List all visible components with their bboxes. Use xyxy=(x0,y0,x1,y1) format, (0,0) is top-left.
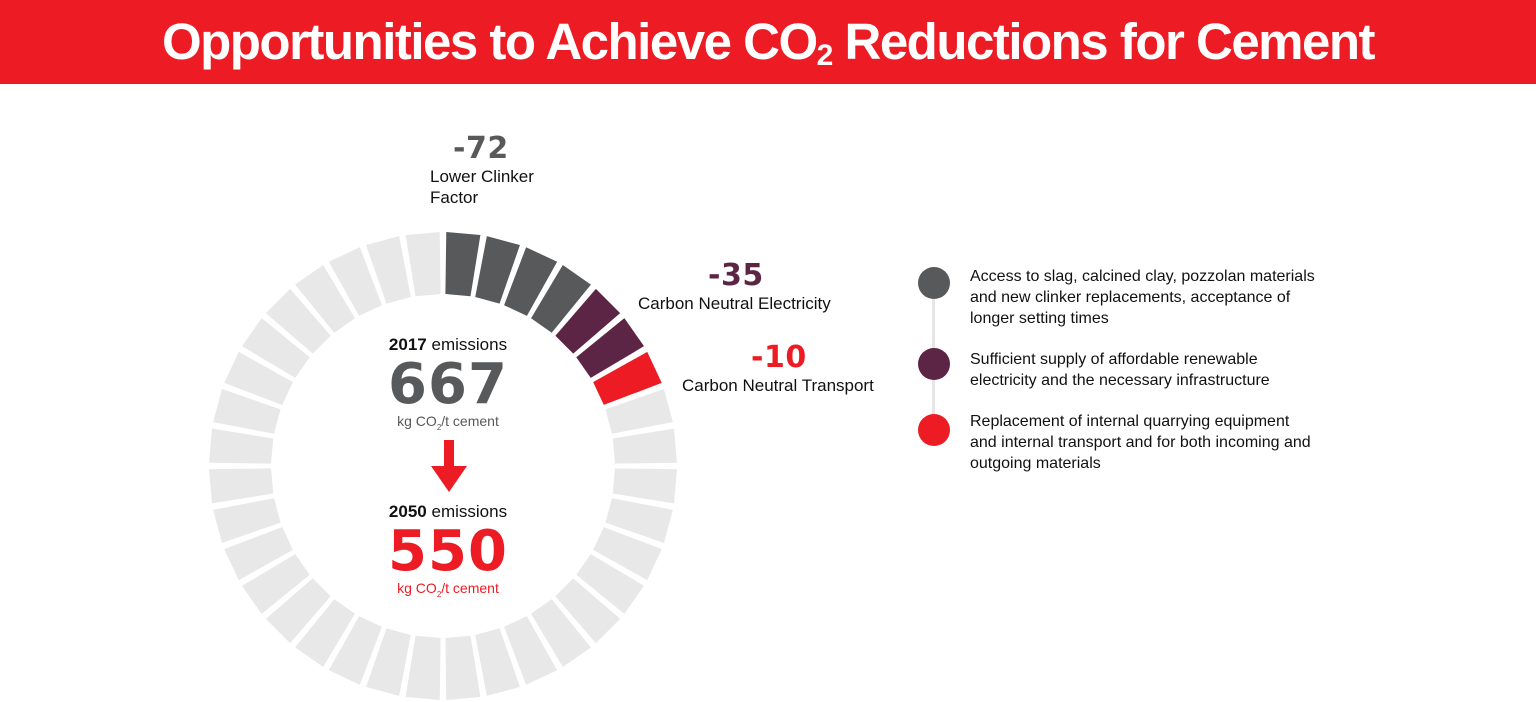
legend-text-transport: Replacement of internal quarrying equipm… xyxy=(970,411,1350,474)
legend-dot-clinker xyxy=(918,267,950,299)
legend-electricity-line1: Sufficient supply of affordable renewabl… xyxy=(970,351,1258,368)
ring-segment-empty xyxy=(576,554,644,614)
ring-segment-empty xyxy=(366,236,411,304)
ring-segment-empty xyxy=(445,635,481,700)
ring-segment-empty xyxy=(605,498,673,543)
callout-electricity: -35 xyxy=(708,261,764,291)
legend-transport-line3: outgoing materials xyxy=(970,455,1101,472)
callout-clinker-label-line2: Factor xyxy=(430,188,479,207)
legend-text-clinker: Access to slag, calcined clay, pozzolan … xyxy=(970,266,1350,329)
emissions-2050-unit: kg CO2/t cement xyxy=(397,580,499,599)
emissions-2050-heading: 2050 emissions xyxy=(348,502,548,522)
legend-electricity-line2: electricity and the necessary infrastruc… xyxy=(970,372,1270,389)
ring-segment-empty xyxy=(242,318,310,378)
callout-transport: -10 xyxy=(751,343,807,373)
emissions-2017-block: 2017 emissions 667 kg CO2/t cement xyxy=(348,335,548,436)
ring-segment-filled xyxy=(475,236,520,304)
emissions-2017-value: 667 xyxy=(388,352,508,417)
ring-segment-empty xyxy=(531,599,591,667)
ring-segment-empty xyxy=(224,527,293,581)
callout-transport-value: -10 xyxy=(751,340,807,375)
ring-segment-filled xyxy=(576,318,644,378)
ring-segment-empty xyxy=(213,498,281,543)
ring-segment-empty xyxy=(366,628,411,696)
ring-segment-empty xyxy=(612,428,677,464)
ring-segment-empty xyxy=(405,232,441,297)
ring-segment-empty xyxy=(405,635,441,700)
ring-segment-filled xyxy=(555,288,621,354)
legend-clinker-line1: Access to slag, calcined clay, pozzolan … xyxy=(970,268,1315,285)
ring-segment-filled xyxy=(445,232,481,297)
ring-segment-empty xyxy=(593,527,662,581)
down-arrow-icon xyxy=(431,440,467,492)
callout-clinker-label: Lower Clinker Factor xyxy=(430,166,534,208)
title-banner: Opportunities to Achieve CO2 Reductions … xyxy=(0,0,1536,84)
ring-segment-empty xyxy=(295,599,355,667)
ring-segment-empty xyxy=(295,265,355,333)
legend-transport-line1: Replacement of internal quarrying equipm… xyxy=(970,413,1290,430)
callout-transport-label: Carbon Neutral Transport xyxy=(682,375,874,396)
ring-segment-empty xyxy=(504,616,558,685)
ring-segment-empty xyxy=(209,428,274,464)
ring-segment-empty xyxy=(242,554,310,614)
page-title: Opportunities to Achieve CO2 Reductions … xyxy=(161,12,1376,72)
callout-electricity-label-line1: Carbon Neutral Electricity xyxy=(638,294,831,313)
legend-clinker-line2: and new clinker replacements, acceptance… xyxy=(970,289,1291,306)
ring-segment-empty xyxy=(209,468,274,504)
callout-electricity-label: Carbon Neutral Electricity xyxy=(638,293,831,314)
callout-clinker: -72 xyxy=(453,134,509,164)
callout-clinker-label-line1: Lower Clinker xyxy=(430,167,534,186)
ring-segment-empty xyxy=(605,389,673,434)
emissions-2050-block: 2050 emissions 550 kg CO2/t cement xyxy=(348,502,548,603)
emissions-2017-heading: 2017 emissions xyxy=(348,335,548,355)
ring-segment-filled xyxy=(504,247,558,316)
ring-segment-empty xyxy=(555,578,621,644)
legend-clinker-line3: longer setting times xyxy=(970,310,1109,327)
emissions-2017-label: emissions xyxy=(431,335,508,354)
emissions-2050-label: emissions xyxy=(431,502,508,521)
ring-segment-empty xyxy=(224,351,293,405)
ring-segment-empty xyxy=(328,616,382,685)
emissions-2017-unit: kg CO2/t cement xyxy=(397,413,499,432)
ring-segment-empty xyxy=(328,247,382,316)
emissions-2017-year: 2017 xyxy=(388,335,427,354)
ring-segment-empty xyxy=(213,389,281,434)
callout-clinker-value: -72 xyxy=(453,131,509,166)
callout-transport-label-line1: Carbon Neutral Transport xyxy=(682,376,874,395)
ring-segment-empty xyxy=(612,468,677,504)
ring-segment-filled xyxy=(593,351,662,405)
emissions-2050-year: 2050 xyxy=(388,502,427,521)
legend-dot-transport xyxy=(918,414,950,446)
ring-segment-empty xyxy=(475,628,520,696)
legend-dot-electricity xyxy=(918,348,950,380)
legend-transport-line2: and internal transport and for both inco… xyxy=(970,434,1311,451)
ring-segment-empty xyxy=(265,288,331,354)
callout-electricity-value: -35 xyxy=(708,258,764,293)
ring-segment-empty xyxy=(265,578,331,644)
emissions-2050-value: 550 xyxy=(388,519,508,584)
legend-text-electricity: Sufficient supply of affordable renewabl… xyxy=(970,349,1350,391)
ring-segment-filled xyxy=(531,265,591,333)
